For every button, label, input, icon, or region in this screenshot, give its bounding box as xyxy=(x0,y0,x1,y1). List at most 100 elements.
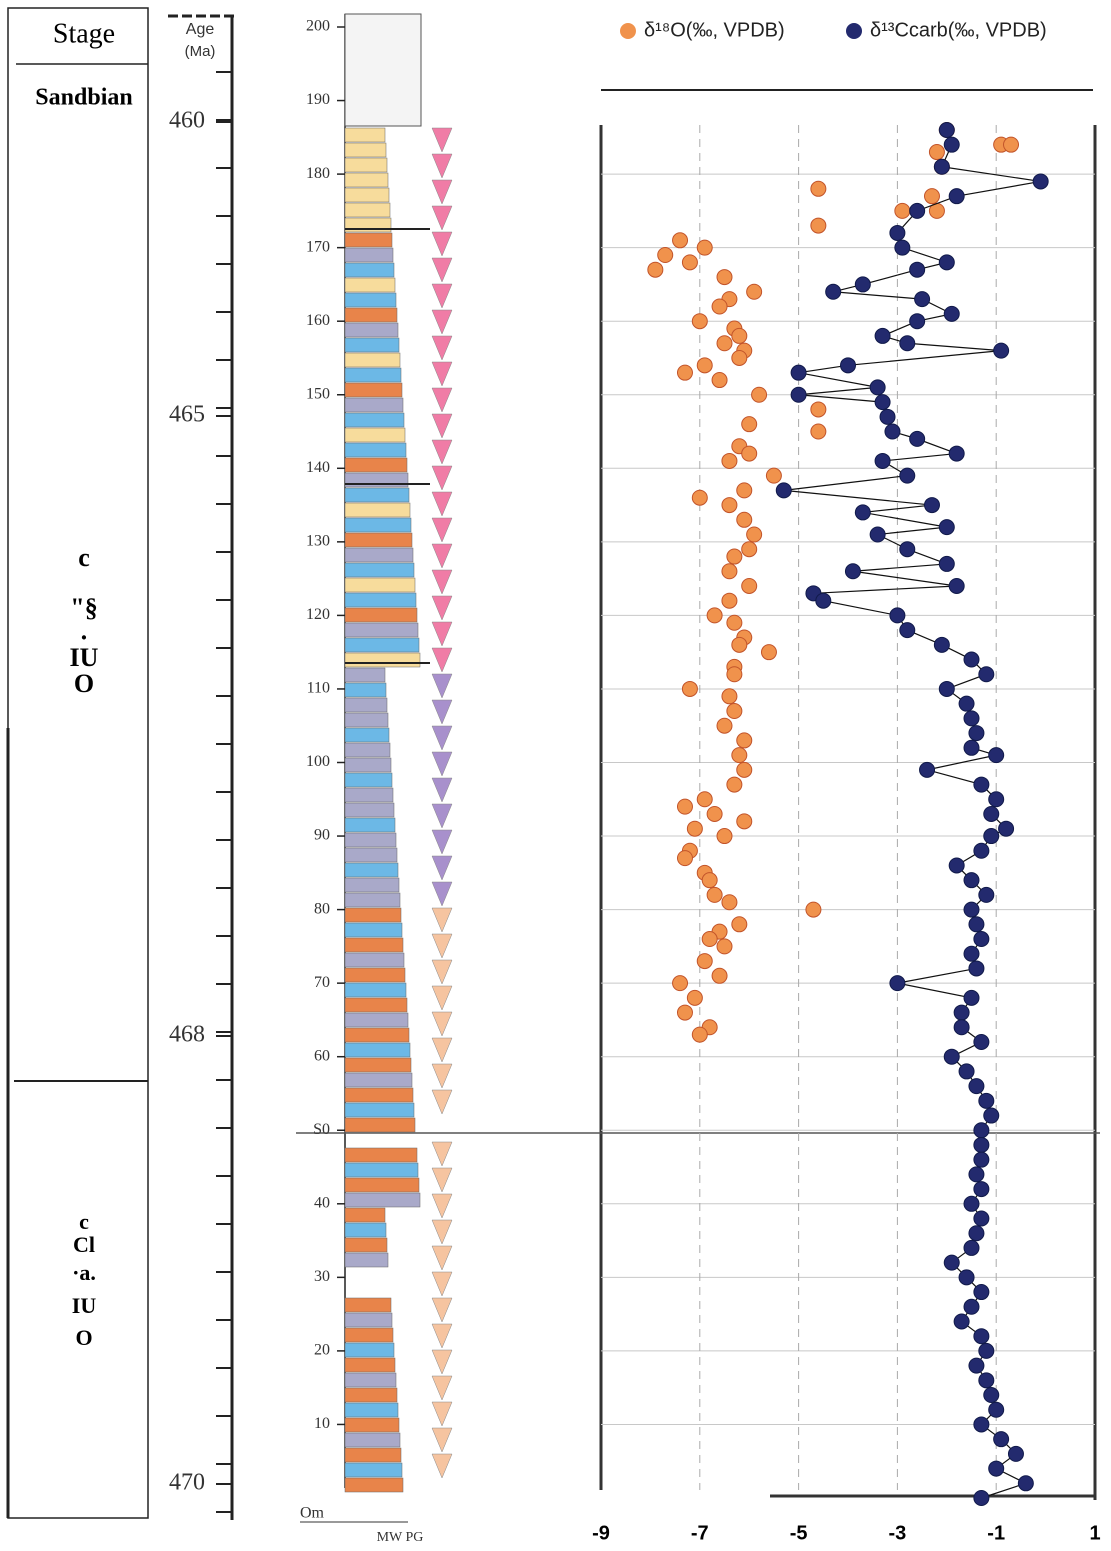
trend-triangle xyxy=(431,413,453,439)
data-point xyxy=(963,901,980,918)
data-point xyxy=(790,386,807,403)
bed xyxy=(344,1042,411,1058)
bed xyxy=(344,1312,393,1328)
data-point xyxy=(775,482,792,499)
data-point xyxy=(647,261,664,278)
data-point xyxy=(899,622,916,639)
bed xyxy=(344,442,407,458)
data-point xyxy=(953,1313,970,1330)
data-point xyxy=(953,1019,970,1036)
data-point xyxy=(721,592,738,609)
bed xyxy=(344,562,415,578)
bed xyxy=(344,757,392,773)
height-tick-label: 20 xyxy=(314,1342,330,1359)
data-point xyxy=(840,357,856,374)
height-tick-label: 100 xyxy=(306,753,330,770)
bed xyxy=(344,577,416,593)
data-point xyxy=(914,291,931,308)
trend-triangle xyxy=(431,985,453,1011)
bed xyxy=(344,502,411,518)
data-point xyxy=(909,202,926,219)
data-point xyxy=(672,975,689,992)
data-point xyxy=(988,1460,1005,1477)
data-point xyxy=(716,335,733,352)
data-point xyxy=(899,467,916,484)
data-point xyxy=(741,577,758,594)
data-point xyxy=(973,1210,990,1227)
stage-label: · xyxy=(80,623,89,652)
bed xyxy=(344,877,400,893)
bed xyxy=(344,937,404,953)
data-point xyxy=(746,526,763,543)
bed xyxy=(344,127,386,143)
data-point xyxy=(973,1136,990,1153)
data-point xyxy=(983,805,1000,822)
stage-label: Cl xyxy=(73,1232,95,1257)
data-point xyxy=(978,1342,995,1359)
data-point xyxy=(1003,136,1020,153)
data-point xyxy=(711,298,728,315)
data-point xyxy=(1017,1475,1034,1492)
trend-triangle xyxy=(431,543,453,569)
age-tick-label: 470 xyxy=(169,1470,205,1496)
data-point xyxy=(721,497,738,514)
stage-label: c xyxy=(79,1209,89,1234)
data-point xyxy=(933,636,950,653)
bed xyxy=(344,397,404,413)
bed xyxy=(344,1447,402,1463)
trend-triangle xyxy=(431,673,453,699)
stage-frame xyxy=(7,7,149,1519)
height-tick-label: 10 xyxy=(314,1415,330,1432)
stage-header: Stage xyxy=(53,18,115,49)
data-point xyxy=(765,467,782,484)
data-point xyxy=(657,247,674,264)
height-tick-label: 130 xyxy=(306,533,330,550)
trend-triangle xyxy=(431,933,453,959)
bed xyxy=(344,607,418,623)
trend-triangle xyxy=(431,1167,453,1193)
trend-triangle xyxy=(431,1427,453,1453)
data-point xyxy=(968,1078,985,1095)
bed xyxy=(344,532,413,548)
bed xyxy=(344,997,408,1013)
data-point xyxy=(973,1151,990,1168)
bed xyxy=(344,967,406,983)
data-point xyxy=(938,121,955,138)
data-point xyxy=(810,423,827,440)
bed xyxy=(344,802,395,818)
stage-name: Sandbian xyxy=(35,85,132,111)
data-point xyxy=(879,408,896,425)
bed xyxy=(344,157,388,173)
data-point xyxy=(731,349,748,366)
bed xyxy=(344,862,399,878)
data-point xyxy=(736,482,753,499)
data-point xyxy=(973,1033,990,1050)
data-point xyxy=(983,828,1000,845)
trend-triangle xyxy=(431,1323,453,1349)
bed xyxy=(344,982,407,998)
bed xyxy=(344,427,406,443)
data-point xyxy=(686,989,703,1006)
trend-triangle xyxy=(431,907,453,933)
height-tick-label: 60 xyxy=(314,1047,330,1064)
bed xyxy=(344,307,398,323)
bed xyxy=(344,727,390,743)
trend-triangle xyxy=(431,959,453,985)
data-point xyxy=(973,931,990,948)
data-point xyxy=(726,666,743,683)
data-point xyxy=(716,938,733,955)
data-point xyxy=(706,607,723,624)
bed xyxy=(344,367,402,383)
stage-label: ·a. xyxy=(72,1260,96,1285)
data-point xyxy=(711,967,728,984)
data-point xyxy=(691,489,708,506)
data-point xyxy=(726,548,743,565)
data-point xyxy=(741,445,758,462)
data-point xyxy=(736,761,753,778)
bed xyxy=(344,1237,388,1253)
bed xyxy=(344,1102,415,1118)
stage-label: IU xyxy=(72,1293,97,1318)
data-point xyxy=(825,283,842,300)
data-point xyxy=(973,1122,990,1139)
bed xyxy=(344,1297,392,1313)
